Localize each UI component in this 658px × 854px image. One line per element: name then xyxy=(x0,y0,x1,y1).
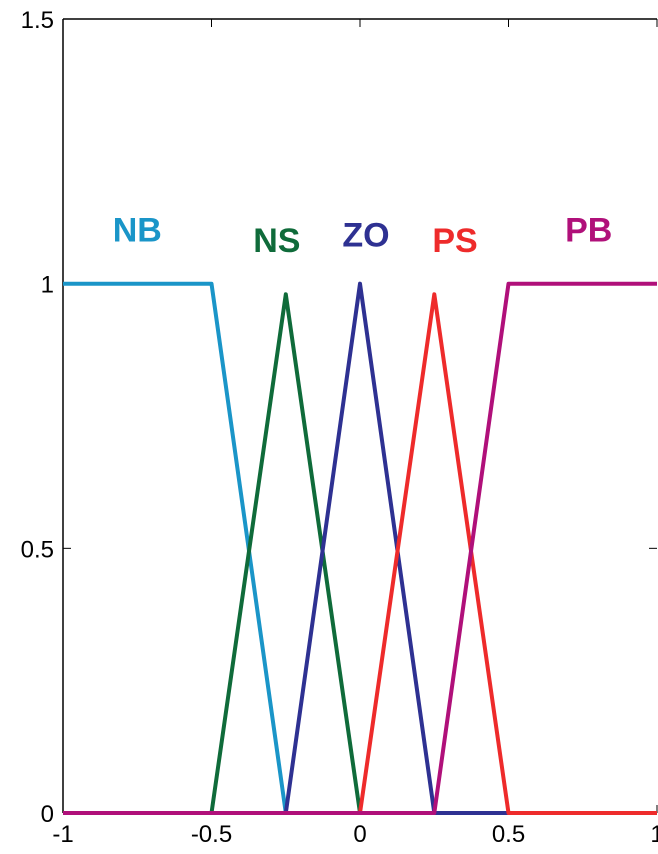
y-tick-label: 0 xyxy=(41,801,54,828)
x-tick-label: -0.5 xyxy=(191,821,232,848)
x-tick-label: 0 xyxy=(353,821,366,848)
ticks: -1 -0.5 0 0.5 1 0 0.5 1 1.5 xyxy=(21,7,658,848)
series-label-pb: PB xyxy=(565,211,612,249)
series-line-ns xyxy=(63,292,657,815)
series-lines xyxy=(63,281,657,815)
series-line-pb xyxy=(63,281,657,815)
series-label-zo: ZO xyxy=(342,217,389,255)
series-line-ps xyxy=(63,292,657,815)
series-line-nb xyxy=(63,281,657,815)
series-line-zo xyxy=(63,281,657,815)
y-tick-label: 1 xyxy=(41,272,54,299)
x-tick-label: 1 xyxy=(650,821,658,848)
y-tick-label: 0.5 xyxy=(21,536,54,563)
series-label-nb: NB xyxy=(113,211,162,249)
y-tick-label: 1.5 xyxy=(21,7,54,34)
x-tick-label: -1 xyxy=(52,821,73,848)
series-label-ns: NS xyxy=(253,222,300,260)
axes xyxy=(62,18,657,814)
x-tick-label: 0.5 xyxy=(492,821,525,848)
series-label-ps: PS xyxy=(432,222,477,260)
series-labels: NB NS ZO PS PB xyxy=(113,211,613,260)
